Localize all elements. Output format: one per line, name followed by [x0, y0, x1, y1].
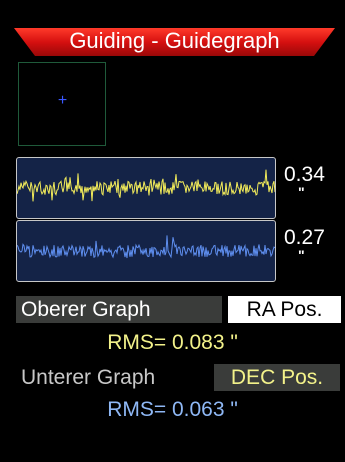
upper-graph-rms: RMS= 0.083 ": [107, 331, 238, 354]
upper-graph-scale: 0.34 ": [284, 163, 344, 200]
lower-graph-scale-value: 0.27: [284, 226, 325, 249]
crosshair-icon: +: [57, 92, 68, 109]
upper-graph-label: Oberer Graph: [16, 296, 222, 323]
upper-graph-scale-value: 0.34: [284, 163, 325, 186]
lower-guide-graph: [16, 220, 276, 282]
lower-graph-label: Unterer Graph: [21, 366, 156, 389]
graph-trace: [17, 169, 275, 202]
lower-graph-selector[interactable]: DEC Pos.: [214, 364, 340, 391]
lower-graph-scale: 0.27 ": [284, 226, 344, 263]
page-title: Guiding - Guidegraph: [69, 28, 280, 53]
upper-graph-plot: [17, 169, 275, 202]
lower-graph-scale-unit: ": [298, 247, 305, 263]
title-bar: Guiding - Guidegraph: [14, 26, 335, 56]
upper-graph-selector[interactable]: RA Pos.: [228, 296, 341, 323]
graph-trace: [17, 235, 275, 259]
upper-graph-scale-unit: ": [298, 184, 305, 200]
guide-star-view: +: [18, 62, 106, 146]
lower-graph-rms: RMS= 0.063 ": [107, 398, 238, 421]
title-bar-background: [14, 28, 335, 56]
lower-graph-plot: [17, 235, 275, 259]
upper-guide-graph: [16, 157, 276, 219]
